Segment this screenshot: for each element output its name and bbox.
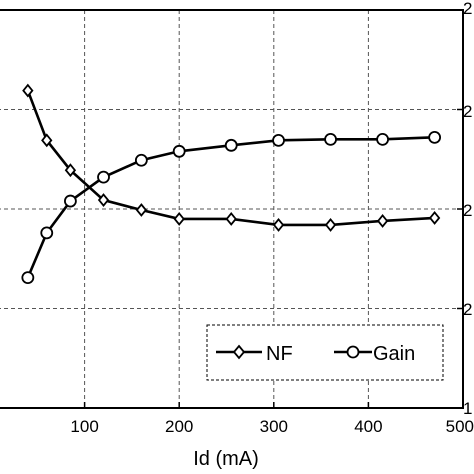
data-point-gain: [64, 194, 77, 208]
data-point-nf: [376, 214, 389, 228]
legend-nf-label: NF: [266, 343, 293, 365]
right-axis-tick-label: 2: [463, 201, 472, 220]
data-point-nf: [64, 163, 77, 178]
x-tick-label: 400: [354, 417, 382, 436]
series-group: [21, 83, 442, 285]
x-axis-ticks: 0100200300400500: [70, 108, 474, 436]
x-axis-title: Id (mA): [193, 448, 259, 470]
data-point-nf: [324, 217, 337, 232]
right-axis-tick-label: 2: [463, 102, 472, 121]
x-tick-label: 300: [260, 417, 288, 436]
data-point-gain: [224, 138, 238, 152]
grid: [0, 10, 463, 408]
data-point-nf: [135, 203, 148, 217]
data-point-gain: [324, 132, 337, 146]
data-point-nf: [22, 83, 34, 98]
right-axis-tick-label: 2: [463, 300, 472, 319]
data-point-nf: [428, 211, 441, 225]
data-point-gain: [272, 133, 285, 147]
data-point-nf: [97, 193, 110, 207]
x-tick-label: 500: [446, 417, 474, 436]
x-tick-label: 100: [70, 417, 98, 436]
data-point-gain: [376, 132, 389, 146]
data-point-nf: [41, 133, 53, 148]
data-point-gain: [97, 170, 110, 184]
data-point-nf: [272, 217, 285, 232]
legend: NF Gain: [206, 324, 444, 381]
data-point-gain: [134, 153, 148, 167]
legend-gain-circle-icon: [346, 345, 360, 359]
right-axis-tick-label: 1: [463, 399, 472, 418]
legend-gain-label: Gain: [373, 343, 415, 365]
data-point-gain: [21, 271, 35, 285]
data-point-gain: [428, 130, 442, 144]
legend-nf-diamond-icon: [232, 344, 246, 360]
data-point-nf: [225, 212, 237, 226]
x-tick-label: 200: [165, 417, 193, 436]
data-point-gain: [40, 226, 54, 240]
data-point-gain: [172, 144, 186, 158]
right-axis-tick-label: 2: [463, 0, 472, 18]
data-point-nf: [173, 212, 185, 226]
